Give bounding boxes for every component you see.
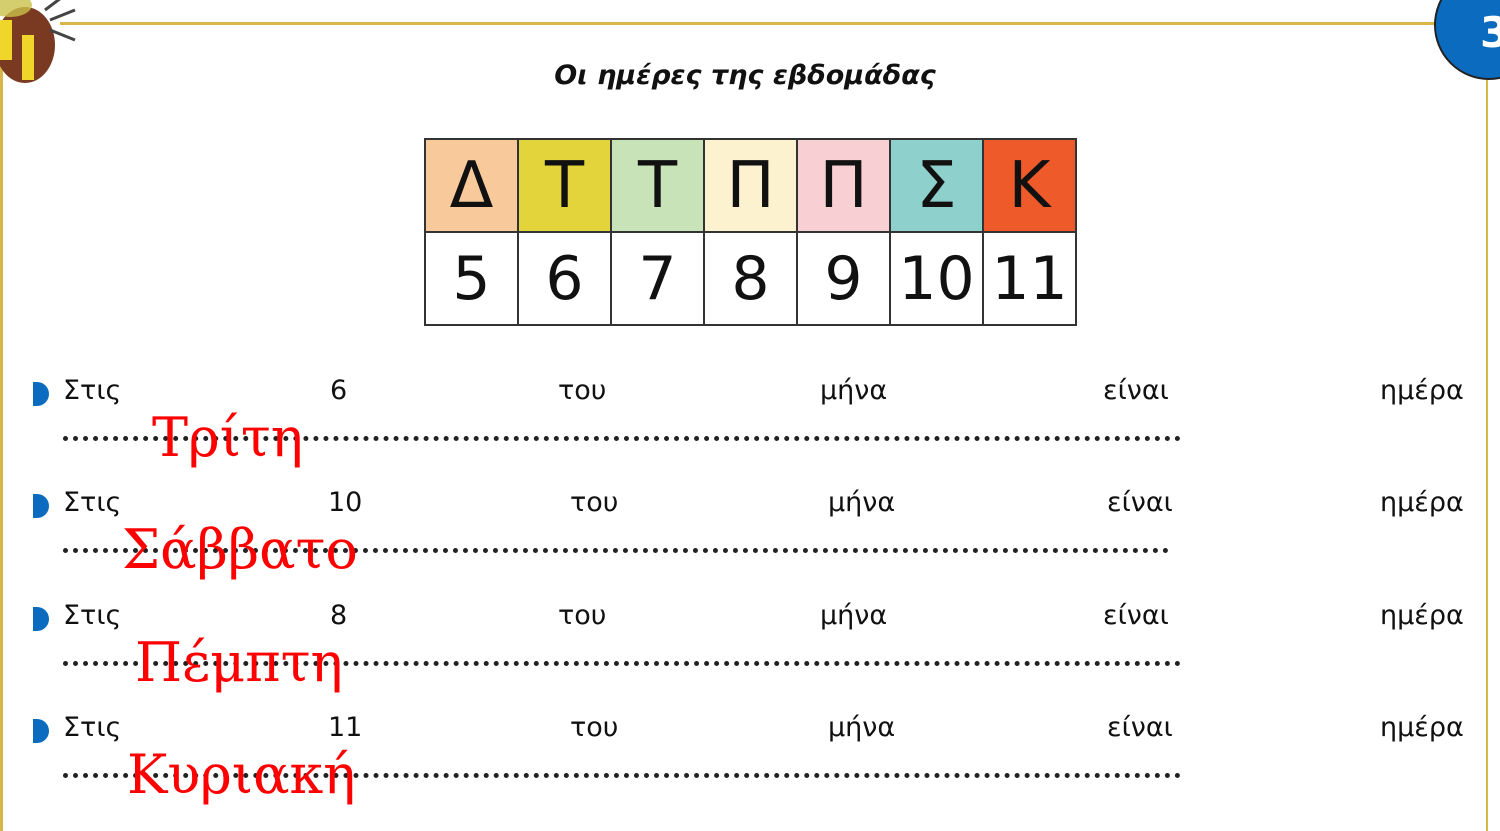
answer-line[interactable]	[63, 747, 1181, 778]
answer-text: Πέμπτη	[135, 631, 343, 694]
date-number: 8	[330, 600, 348, 631]
bullet-icon	[33, 382, 49, 406]
day-letter-cell: Δ	[424, 138, 519, 233]
answer-line[interactable]	[63, 522, 1169, 553]
day-letters-row: Δ Τ Τ Π Π Σ Κ	[424, 138, 1077, 233]
day-number-cell: 7	[610, 231, 705, 326]
word-mina: μήνα	[820, 375, 888, 406]
page-border-left	[0, 60, 3, 831]
word-imera: ημέρα	[1380, 712, 1464, 743]
word-stis: Στις	[63, 712, 122, 743]
bullet-icon	[33, 719, 49, 743]
exercise-row: Στις 6 του μήνα είναι ημέρα Τρίτη	[0, 376, 1500, 490]
answer-text: Κυριακή	[127, 743, 356, 806]
word-mina: μήνα	[820, 600, 888, 631]
word-einai: είναι	[1103, 600, 1169, 631]
word-einai: είναι	[1103, 375, 1169, 406]
bee-illustration-icon	[0, 0, 76, 83]
bullet-icon	[33, 494, 49, 518]
word-imera: ημέρα	[1380, 375, 1464, 406]
page-border-top	[60, 22, 1440, 25]
exercise-row: Στις 10 του μήνα είναι ημέρα Σάββατο	[0, 488, 1500, 602]
word-einai: είναι	[1107, 712, 1173, 743]
day-number-cell: 9	[796, 231, 891, 326]
word-tou: του	[558, 600, 607, 631]
answer-text: Τρίτη	[152, 406, 304, 469]
page-border-right	[1486, 80, 1488, 831]
day-number-cell: 5	[424, 231, 519, 326]
day-number-cell: 11	[982, 231, 1077, 326]
word-tou: του	[558, 375, 607, 406]
word-mina: μήνα	[828, 487, 896, 518]
day-number-cell: 8	[703, 231, 798, 326]
weekdays-table: Δ Τ Τ Π Π Σ Κ 5 6 7 8 9 10 11	[424, 138, 1077, 326]
date-number: 6	[330, 375, 348, 406]
word-stis: Στις	[63, 487, 122, 518]
word-tou: του	[570, 487, 619, 518]
word-tou: του	[570, 712, 619, 743]
exercise-row: Στις 11 του μήνα είναι ημέρα Κυριακή	[0, 713, 1500, 827]
word-stis: Στις	[63, 600, 122, 631]
word-stis: Στις	[63, 375, 122, 406]
day-number-cell: 6	[517, 231, 612, 326]
day-numbers-row: 5 6 7 8 9 10 11	[424, 231, 1077, 326]
word-einai: είναι	[1107, 487, 1173, 518]
day-letter-cell: Σ	[889, 138, 984, 233]
day-letter-cell: Κ	[982, 138, 1077, 233]
date-number: 11	[328, 712, 363, 743]
answer-text: Σάββατο	[122, 518, 358, 581]
day-number-cell: 10	[889, 231, 984, 326]
day-letter-cell: Π	[703, 138, 798, 233]
exercise-row: Στις 8 του μήνα είναι ημέρα Πέμπτη	[0, 601, 1500, 715]
answer-line[interactable]	[63, 410, 1181, 441]
word-imera: ημέρα	[1380, 487, 1464, 518]
page-number: 3	[1480, 8, 1500, 57]
date-number: 10	[328, 487, 363, 518]
day-letter-cell: Π	[796, 138, 891, 233]
bullet-icon	[33, 607, 49, 631]
page-title: Οι ημέρες της εβδομάδας	[554, 60, 936, 91]
answer-line[interactable]	[63, 635, 1181, 666]
day-letter-cell: Τ	[517, 138, 612, 233]
word-imera: ημέρα	[1380, 600, 1464, 631]
word-mina: μήνα	[828, 712, 896, 743]
day-letter-cell: Τ	[610, 138, 705, 233]
